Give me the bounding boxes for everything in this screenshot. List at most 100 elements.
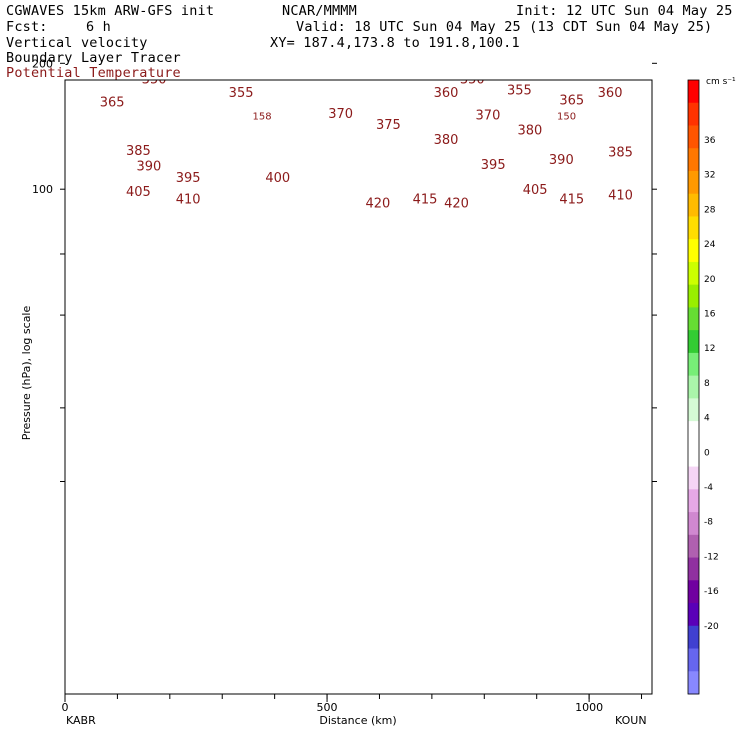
theta-label: 330 [229, 35, 254, 50]
x-axis-title: Distance (km) [319, 714, 396, 727]
theta-label: 420 [444, 196, 469, 211]
pressure-axis: 1002003004005006007008009001000 [32, 57, 657, 483]
theta-label: 410 [176, 193, 201, 208]
colorbar-bin [688, 193, 699, 217]
theta-label-bg [484, 31, 512, 45]
colorbar-bin [688, 330, 699, 354]
colorbar-bin [688, 648, 699, 672]
theta-contour [65, 45, 652, 56]
colorbar-bin [688, 443, 699, 468]
colorbar-tick-label: 12 [704, 344, 715, 354]
colorbar-bin [688, 284, 699, 308]
theta-contour [65, 34, 652, 45]
init-time: Init: 12 UTC Sun 04 May 25 [516, 3, 733, 19]
fcst-label: Fcst: [6, 19, 48, 35]
right-endpoint: KOUN [615, 714, 647, 727]
theta-label-bg [526, 45, 554, 59]
colorbar-tick-label: -16 [704, 587, 719, 597]
theta-label: 380 [434, 133, 459, 148]
colorbar-bin [688, 216, 699, 240]
theta-label: 350 [460, 72, 485, 87]
colorbar-bin [688, 239, 699, 263]
colorbar-bin [688, 352, 699, 377]
field-bl-tracer: Boundary Layer Tracer [6, 50, 181, 66]
theta-label: 415 [559, 193, 584, 208]
colorbar-bin [688, 80, 699, 104]
theta-label: 390 [136, 159, 161, 174]
theta-label-bg [568, 54, 596, 68]
theta-label: 340 [570, 56, 595, 71]
colorbar-bin [688, 148, 699, 172]
org-label: NCAR/MMMM [282, 3, 357, 19]
colorbar-tick-label: 28 [704, 205, 716, 215]
theta-label: 400 [265, 171, 290, 186]
theta-label: 335 [318, 49, 343, 64]
colorbar-tick-label: 36 [704, 136, 716, 146]
colorbar-bin [688, 625, 699, 650]
colorbar-bin [688, 261, 699, 286]
theta-label: 415 [413, 193, 438, 208]
theta-label-bg [316, 47, 344, 61]
theta-label: 365 [100, 96, 125, 111]
theta-label: 370 [328, 107, 353, 122]
colorbar-bin [688, 421, 699, 445]
colorbar-tick-label: 0 [704, 448, 710, 458]
theta-label: 405 [126, 185, 151, 200]
theta-label: 340 [276, 61, 301, 76]
colorbar-tick-label: -4 [704, 483, 713, 493]
theta-label: 375 [376, 118, 401, 133]
fcst-value: 6 h [86, 19, 111, 35]
theta-label: 360 [434, 86, 459, 101]
theta-label-bg [227, 33, 255, 47]
theta-label: 410 [608, 189, 633, 204]
theta-label-bg [526, 1, 554, 15]
colorbar-bin [688, 398, 699, 422]
x-tick-label: 1000 [575, 701, 603, 714]
theta-label: 355 [229, 86, 254, 101]
tropopause-label: 150 [557, 112, 576, 123]
y-tick-label: 200 [32, 57, 53, 70]
theta-label-bg [264, 4, 292, 18]
theta-label: 385 [126, 144, 151, 159]
theta-contour [65, 60, 652, 71]
distance-axis: 0 500 1000 [62, 694, 643, 714]
colorbar-bin [688, 489, 699, 513]
tropopause-label: 158 [253, 112, 272, 123]
colorbar-bin [688, 170, 699, 195]
valid-time: Valid: 18 UTC Sun 04 May 25 (13 CDT Sun … [296, 19, 713, 35]
theta-label: 360 [598, 86, 623, 101]
colorbar: 36 32 28 24 20 16 12 8 4 0 -4 -8 -12 -16 -20 [687, 79, 719, 695]
theta-label: 395 [176, 171, 201, 186]
theta-contour [65, 53, 652, 64]
theta-label: 380 [517, 123, 542, 138]
colorbar-bin [688, 307, 699, 331]
colorbar-tick-label: 20 [704, 275, 716, 285]
colorbar-bin [688, 534, 699, 559]
colorbar-tick-label: 8 [704, 379, 710, 389]
theta-label-bg [274, 59, 302, 73]
theta-label: 405 [523, 183, 548, 198]
theta-label: 355 [507, 84, 532, 99]
colorbar-bin [688, 125, 699, 149]
field-vertical-velocity: Vertical velocity [6, 35, 148, 51]
colorbar-tick-label: -20 [704, 622, 719, 632]
theta-label-bg [185, 65, 213, 79]
field-potential-temperature: Potential Temperature [6, 65, 181, 81]
x-tick-label: 500 [317, 701, 338, 714]
xy-range: XY= 187.4,173.8 to 191.8,100.1 [270, 35, 520, 51]
plot-frame [64, 79, 653, 695]
colorbar-tick-label: 24 [704, 240, 716, 250]
colorbar-tick-label: 4 [704, 414, 710, 424]
theta-label: 325 [265, 6, 290, 21]
left-endpoint: KABR [66, 714, 96, 727]
theta-label: 385 [608, 146, 633, 161]
theta-label: 370 [476, 108, 501, 123]
colorbar-bin [688, 375, 699, 399]
y-axis-title: Pressure (hPa), log scale [20, 306, 33, 441]
theta-contour [65, 2, 652, 13]
colorbar-bin [688, 603, 699, 627]
colorbar-tick-label: -12 [704, 552, 719, 562]
theta-label: 390 [549, 153, 574, 168]
